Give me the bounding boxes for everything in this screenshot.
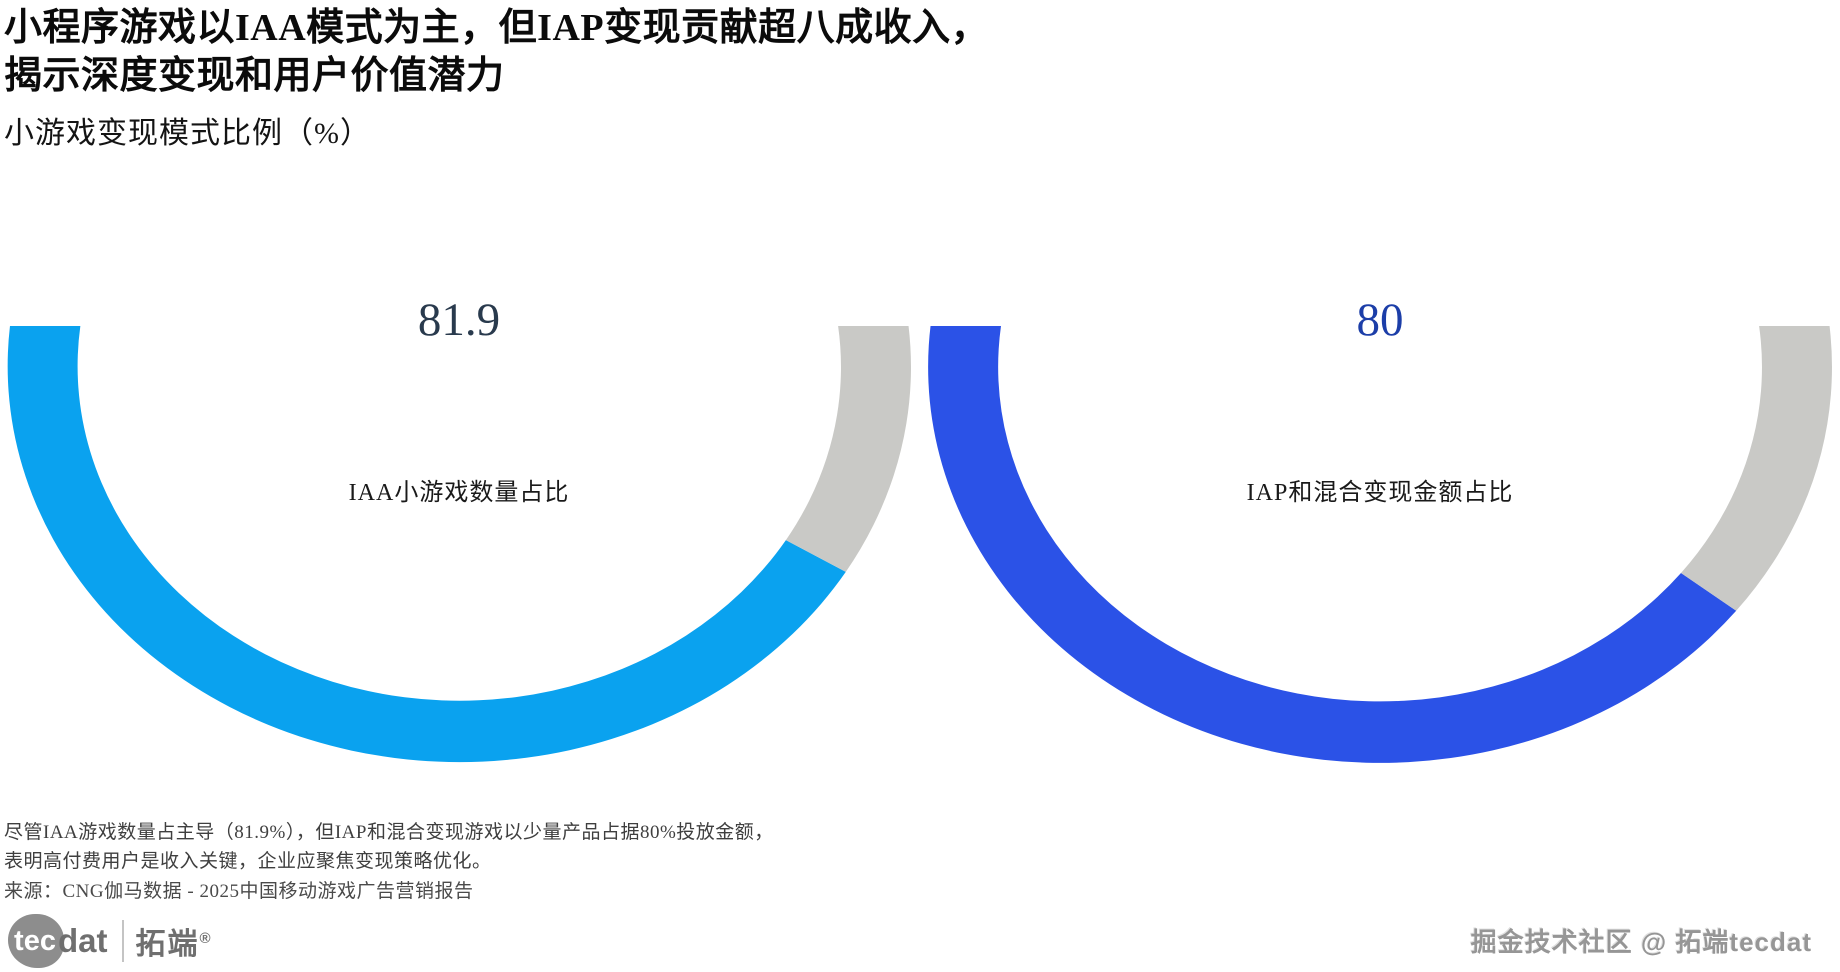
logo-registered-mark: ®	[199, 930, 213, 947]
logo-chinese-chars: 拓端	[135, 928, 200, 961]
gauge-right-value: 80	[1356, 294, 1404, 346]
watermark: 掘金技术社区 @ 拓端tecdat	[1470, 927, 1812, 957]
page-title: 小程序游戏以IAA模式为主，但IAP变现贡献超八成收入， 揭示深度变现和用户价值…	[4, 4, 989, 100]
chart-notes-line2: 表明高付费用户是收入关键，企业应聚焦变现策略优化。	[4, 851, 492, 872]
source-line: 来源：CNG伽马数据 - 2025中国移动游戏广告营销报告	[4, 881, 474, 902]
logo-chinese-text: 拓端®	[136, 919, 213, 963]
chart-subtitle: 小游戏变现模式比例（%）	[4, 117, 371, 150]
tecdat-logo: tec dat 拓端®	[8, 912, 213, 970]
logo-dat-text: dat	[58, 922, 108, 959]
page-title-line1: 小程序游戏以IAA模式为主，但IAP变现贡献超八成收入，	[4, 7, 990, 49]
gauge-right-label: IAP和混合变现金额占比	[1246, 480, 1514, 506]
gauge-left-label: IAA小游戏数量占比	[348, 480, 570, 506]
gauge-left-value: 81.9	[417, 294, 501, 346]
logo-tec-text: tec	[14, 924, 56, 957]
chart-notes: 尽管IAA游戏数量占主导（81.9%），但IAP和混合变现游戏以少量产品占据80…	[4, 818, 774, 876]
page-title-line2: 揭示深度变现和用户价值潜力	[4, 55, 505, 97]
gauge-right-donut	[928, 326, 1832, 763]
logo-divider	[121, 920, 124, 962]
tecdat-logo-blob-icon: tec	[8, 914, 64, 968]
chart-notes-line1: 尽管IAA游戏数量占主导（81.9%），但IAP和混合变现游戏以少量产品占据80…	[4, 822, 774, 843]
gauge-left-donut	[7, 326, 911, 763]
